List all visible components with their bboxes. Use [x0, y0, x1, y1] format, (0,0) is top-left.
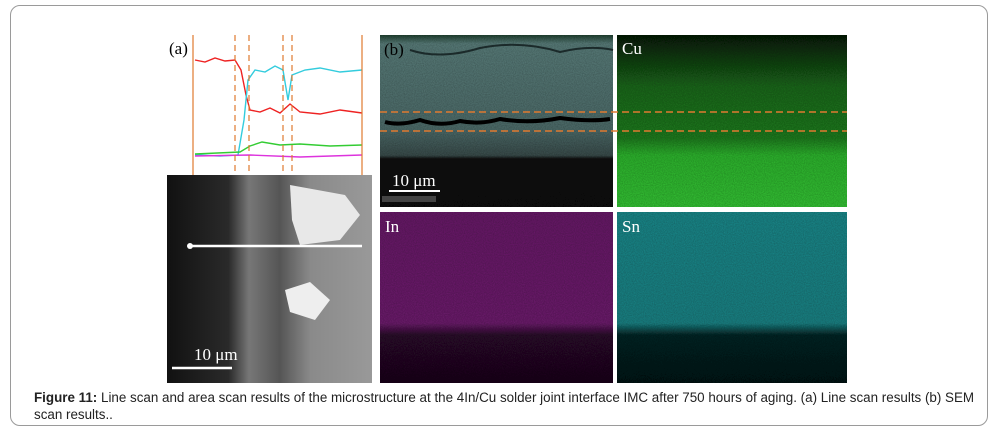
imc-layer	[384, 115, 611, 126]
in-map	[380, 212, 613, 383]
caption-label: Figure 11:	[34, 390, 98, 405]
scale-label: 10 μm	[194, 345, 238, 364]
imc-guides	[380, 111, 847, 132]
sn-map	[617, 212, 847, 383]
scan-start	[187, 243, 193, 249]
panel-label: (a)	[169, 39, 188, 58]
caption-text: Line scan and area scan results of the m…	[34, 390, 975, 422]
sem-feature	[285, 282, 330, 320]
line-scan-curves	[194, 57, 363, 158]
element-label: Cu	[622, 39, 642, 58]
sem-feature	[290, 185, 360, 245]
scale-label: 10 μm	[392, 171, 436, 190]
line-scan-plot	[167, 35, 372, 175]
cu-map	[617, 35, 847, 207]
sem-feature	[409, 43, 614, 56]
element-label: In	[385, 217, 400, 236]
figure-caption: Figure 11: Line scan and area scan resul…	[34, 389, 979, 423]
panel-label: (b)	[384, 40, 404, 59]
figure-frame	[10, 5, 988, 426]
color-key	[382, 196, 436, 202]
element-label: Sn	[622, 217, 640, 236]
